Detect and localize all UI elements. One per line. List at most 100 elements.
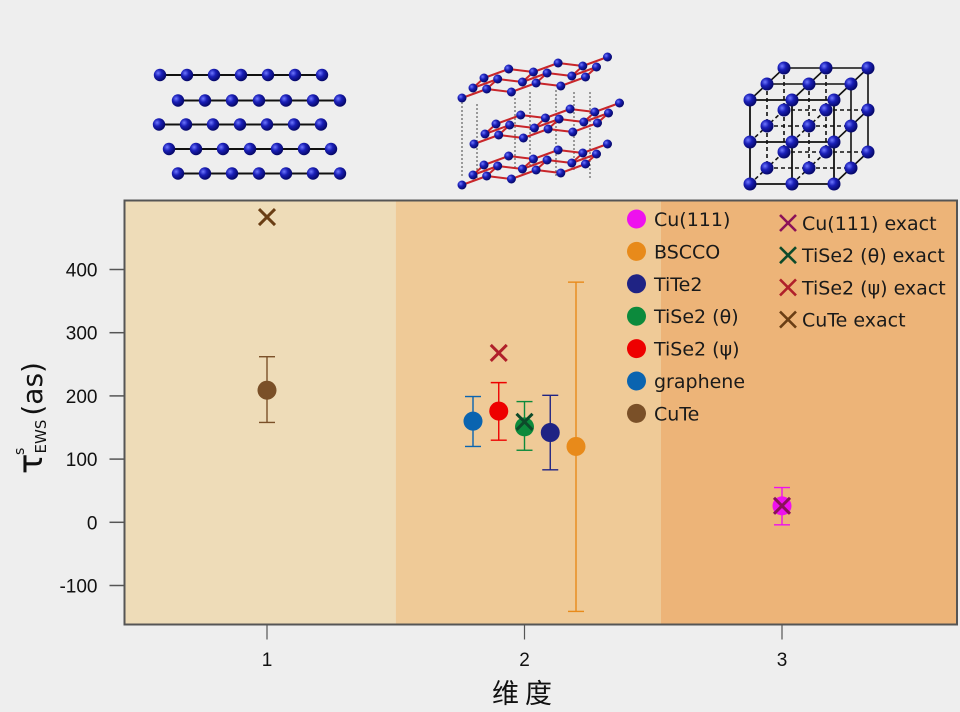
atom — [581, 72, 590, 82]
atom — [743, 93, 757, 107]
legend-item: TiSe2 (θ) exact — [779, 245, 945, 267]
atom — [506, 174, 516, 184]
atom — [565, 104, 575, 114]
atom — [542, 68, 552, 78]
atom — [457, 93, 467, 103]
atom — [469, 139, 479, 149]
atom — [198, 167, 212, 180]
x-marker-stroke — [779, 310, 797, 329]
atom — [579, 117, 589, 127]
series-cu-111-exact — [772, 496, 792, 515]
y-tick-label: 0 — [87, 513, 98, 534]
atom — [506, 87, 516, 97]
atom — [542, 155, 552, 165]
band-3d — [660, 200, 957, 625]
legend-item: CuTe exact — [779, 310, 906, 332]
atom — [189, 142, 203, 156]
atom — [206, 118, 220, 131]
atom — [517, 77, 527, 87]
atom — [531, 165, 541, 175]
y-axis-subscript: EWS — [32, 420, 50, 454]
atom — [819, 61, 833, 75]
atom — [553, 58, 563, 68]
series-cute-exact — [257, 207, 277, 227]
atom — [827, 177, 841, 191]
series-tise2-exact — [515, 412, 534, 431]
atom — [306, 167, 320, 180]
atom — [802, 77, 816, 91]
series-cute — [257, 356, 277, 424]
y-tick-label: 100 — [66, 450, 98, 471]
atom — [324, 142, 338, 156]
atom — [171, 167, 185, 180]
atom — [844, 119, 858, 133]
atom — [287, 118, 301, 131]
atom — [529, 123, 539, 133]
y-axis-symbol: τ — [11, 453, 51, 473]
x-marker-stroke — [779, 278, 797, 297]
legend-label: TiSe2 (θ) — [653, 306, 739, 328]
data-point — [566, 436, 586, 456]
atom — [234, 68, 248, 82]
legend-label: TiSe2 (ψ) — [653, 339, 740, 361]
legend-label: BSCCO — [654, 241, 720, 263]
atom — [482, 171, 492, 181]
one-d-chain-lattice-icon — [152, 68, 347, 180]
atom — [252, 167, 266, 180]
atom — [279, 94, 293, 107]
atom — [844, 77, 858, 91]
atom — [479, 160, 489, 170]
series-tise2- — [489, 381, 509, 441]
atom — [479, 73, 489, 83]
legend-label: TiSe2 (θ) exact — [801, 245, 945, 267]
atom — [480, 129, 490, 139]
atom — [528, 154, 538, 164]
atom — [554, 114, 564, 124]
y-axis: -100 0 100 200 300 400 — [59, 261, 125, 598]
legend-marker-circle — [627, 403, 646, 423]
y-tick-label: 200 — [66, 387, 98, 408]
legend-item: Cu(111) exact — [779, 213, 937, 235]
atom — [785, 93, 799, 107]
x-marker-stroke — [772, 496, 792, 515]
legend-label: CuTe exact — [802, 310, 906, 332]
atom — [827, 93, 841, 107]
atom — [517, 164, 527, 174]
legend-label: TiTe2 — [653, 274, 702, 296]
series-tite2 — [540, 394, 560, 471]
cubic-lattice-icon — [743, 61, 875, 191]
legend-label: TiSe2 (ψ) exact — [801, 277, 946, 299]
data-point — [540, 423, 560, 443]
x-axis: 1 2 3 — [262, 624, 787, 671]
legend-label: Cu(111) exact — [802, 213, 937, 235]
atom — [556, 168, 566, 178]
atom — [556, 81, 566, 91]
atom — [152, 118, 166, 131]
atom — [540, 113, 550, 123]
y-axis-unit: (as) — [16, 362, 49, 416]
band-1d — [125, 200, 396, 625]
atom — [578, 148, 588, 158]
atom — [861, 61, 875, 75]
legend-label: graphene — [654, 371, 745, 393]
x-marker-stroke — [489, 343, 508, 362]
series-bscco — [566, 281, 586, 613]
atom — [493, 161, 503, 171]
atom — [567, 158, 577, 168]
atom — [225, 94, 239, 107]
atom — [315, 68, 329, 82]
atom — [581, 159, 590, 169]
y-tick-label: -100 — [59, 577, 97, 598]
y-axis-superscript: s — [12, 448, 28, 455]
atom — [216, 142, 230, 156]
atom — [760, 161, 774, 175]
x-axis-title: 维度 — [492, 679, 558, 710]
atom — [592, 62, 601, 72]
atom — [592, 149, 601, 159]
legend-label: CuTe — [654, 403, 699, 425]
atom — [207, 68, 221, 82]
legend-item: Cu(111) — [627, 209, 730, 231]
legend-marker-circle — [627, 209, 646, 229]
atom — [333, 167, 347, 180]
